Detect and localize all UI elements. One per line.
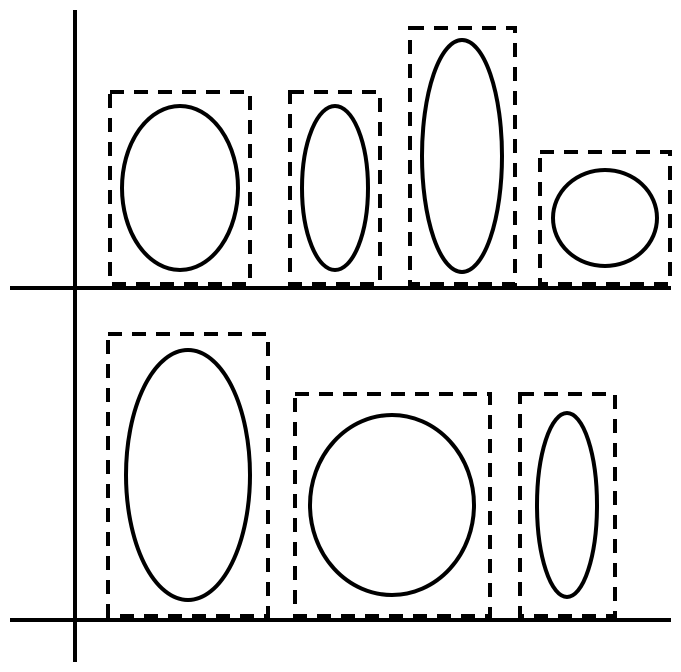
bounding-box-7	[520, 394, 615, 616]
bounding-box-3	[410, 28, 515, 284]
ellipse-5	[126, 350, 250, 600]
bounding-box-5	[108, 334, 268, 616]
ellipse-7	[537, 413, 597, 597]
ellipse-3	[422, 40, 502, 272]
ellipse-6	[310, 415, 474, 595]
bounding-box-1	[110, 92, 250, 284]
ellipse-1	[122, 106, 238, 270]
diagram-canvas	[0, 0, 681, 672]
ellipse-4	[553, 170, 657, 266]
ellipse-2	[302, 106, 368, 270]
bounding-box-6	[295, 394, 490, 616]
